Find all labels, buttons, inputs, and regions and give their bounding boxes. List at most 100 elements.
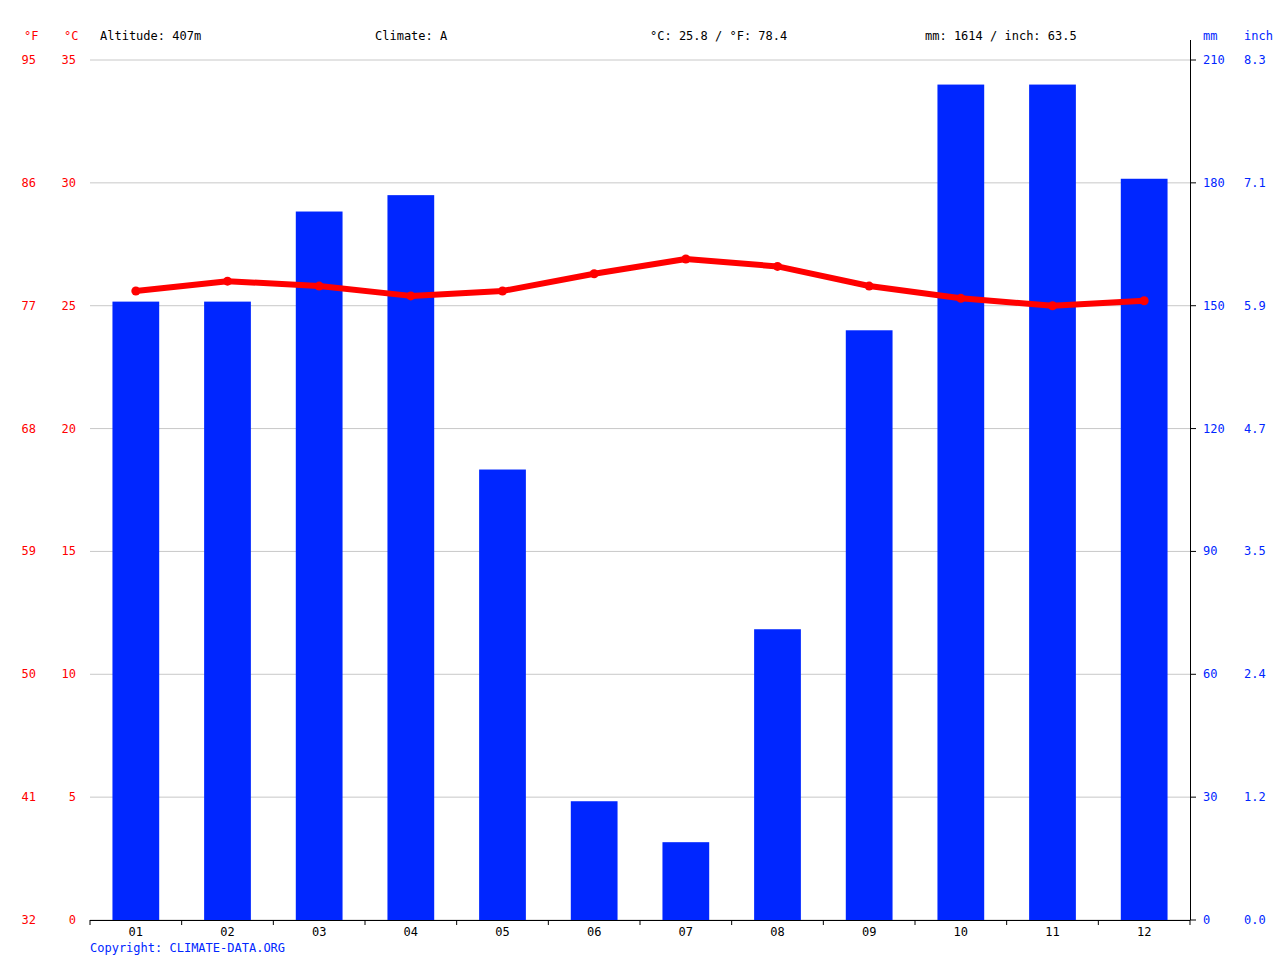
y-tick-label: 35 [62, 53, 76, 67]
y2-axis-line [1190, 40, 1191, 920]
y2-tick-label: 150 [1203, 299, 1225, 313]
x-boundary-tick [640, 920, 641, 925]
y2-inch-label: 5.9 [1244, 299, 1266, 313]
y2-tick [1190, 60, 1196, 61]
y2-tick [1190, 305, 1196, 306]
header-text: Altitude: 407m [100, 29, 201, 43]
x-boundary-tick [731, 920, 732, 925]
grid-line [90, 60, 1190, 61]
bar [1121, 179, 1168, 920]
x-tick-label: 05 [495, 925, 509, 939]
x-tick-label: 08 [770, 925, 784, 939]
y2-tick [1190, 920, 1196, 921]
x-boundary-tick [90, 920, 91, 925]
grid-line [90, 182, 1190, 183]
y-tick-label: 15 [62, 544, 76, 558]
x-tick-label: 01 [129, 925, 143, 939]
y-fahrenheit-label: 50 [22, 667, 36, 681]
bar [1029, 85, 1076, 920]
axis-unit: inch [1244, 29, 1273, 43]
line-marker [865, 282, 874, 291]
x-tick-label: 10 [954, 925, 968, 939]
y2-inch-label: 7.1 [1244, 176, 1266, 190]
x-tick-label: 03 [312, 925, 326, 939]
line-marker [681, 255, 690, 264]
y2-inch-label: 0.0 [1244, 913, 1266, 927]
x-boundary-tick [365, 920, 366, 925]
line-marker [956, 294, 965, 303]
y2-inch-label: 1.2 [1244, 790, 1266, 804]
x-boundary-tick [456, 920, 457, 925]
line-marker [773, 262, 782, 271]
y2-tick-label: 180 [1203, 176, 1225, 190]
y-tick-label: 0 [69, 913, 76, 927]
grid-line [90, 428, 1190, 429]
x-tick-label: 07 [679, 925, 693, 939]
y2-tick [1190, 182, 1196, 183]
bar [662, 842, 709, 920]
x-tick-label: 12 [1137, 925, 1151, 939]
axis-unit: °C [64, 29, 78, 43]
y-fahrenheit-label: 59 [22, 544, 36, 558]
x-tick-label: 04 [404, 925, 418, 939]
x-boundary-tick [1098, 920, 1099, 925]
bar [479, 470, 526, 920]
y2-tick [1190, 428, 1196, 429]
y2-tick-label: 30 [1203, 790, 1217, 804]
line-marker [1048, 301, 1057, 310]
x-tick-label: 02 [220, 925, 234, 939]
y-fahrenheit-label: 77 [22, 299, 36, 313]
y-tick-label: 30 [62, 176, 76, 190]
x-boundary-tick [1006, 920, 1007, 925]
y2-tick [1190, 551, 1196, 552]
grid-line [90, 551, 1190, 552]
header-text: Climate: A [375, 29, 448, 43]
y2-tick-label: 60 [1203, 667, 1217, 681]
y-fahrenheit-label: 41 [22, 790, 36, 804]
chart: Altitude: 407m Climate: A °C: 25.8 / °F: 7… [0, 0, 1280, 960]
y-tick-label: 5 [69, 790, 76, 804]
bar [571, 801, 618, 920]
bar [846, 330, 893, 920]
y-tick-label: 10 [62, 667, 76, 681]
bar [112, 302, 159, 920]
header-text: mm: 1614 / inch: 63.5 [925, 29, 1077, 43]
x-boundary-tick [915, 920, 916, 925]
y2-inch-label: 3.5 [1244, 544, 1266, 558]
line-marker [223, 277, 232, 286]
y2-tick [1190, 797, 1196, 798]
y2-tick-label: 120 [1203, 422, 1225, 436]
header-text: °C: 25.8 / °F: 78.4 [650, 29, 787, 43]
y-fahrenheit-label: 68 [22, 422, 36, 436]
x-boundary-tick [823, 920, 824, 925]
axis-unit: mm [1203, 29, 1217, 43]
y-fahrenheit-label: 95 [22, 53, 36, 67]
source: Copyright: CLIMATE-DATA.ORG [90, 941, 285, 955]
bar [937, 85, 984, 920]
x-boundary-tick [181, 920, 182, 925]
line-marker [315, 282, 324, 291]
bar [204, 302, 251, 920]
y-tick-label: 20 [62, 422, 76, 436]
line [136, 259, 1144, 306]
bar [387, 195, 434, 920]
grid-line [90, 674, 1190, 675]
line-marker [131, 286, 140, 295]
x-boundary-tick [1190, 920, 1191, 925]
y2-inch-label: 4.7 [1244, 422, 1266, 436]
y2-inch-label: 8.3 [1244, 53, 1266, 67]
y2-inch-label: 2.4 [1244, 667, 1266, 681]
axis-unit: °F [24, 29, 38, 43]
bar [754, 629, 801, 920]
x-tick-label: 11 [1045, 925, 1059, 939]
line-marker [590, 269, 599, 278]
y2-tick-label: 0 [1203, 913, 1210, 927]
y2-tick-label: 90 [1203, 544, 1217, 558]
grid-line [90, 797, 1190, 798]
line-marker [1140, 296, 1149, 305]
y-fahrenheit-label: 32 [22, 913, 36, 927]
line-marker [498, 286, 507, 295]
x-tick-label: 06 [587, 925, 601, 939]
y-tick-label: 25 [62, 299, 76, 313]
y2-tick [1190, 674, 1196, 675]
